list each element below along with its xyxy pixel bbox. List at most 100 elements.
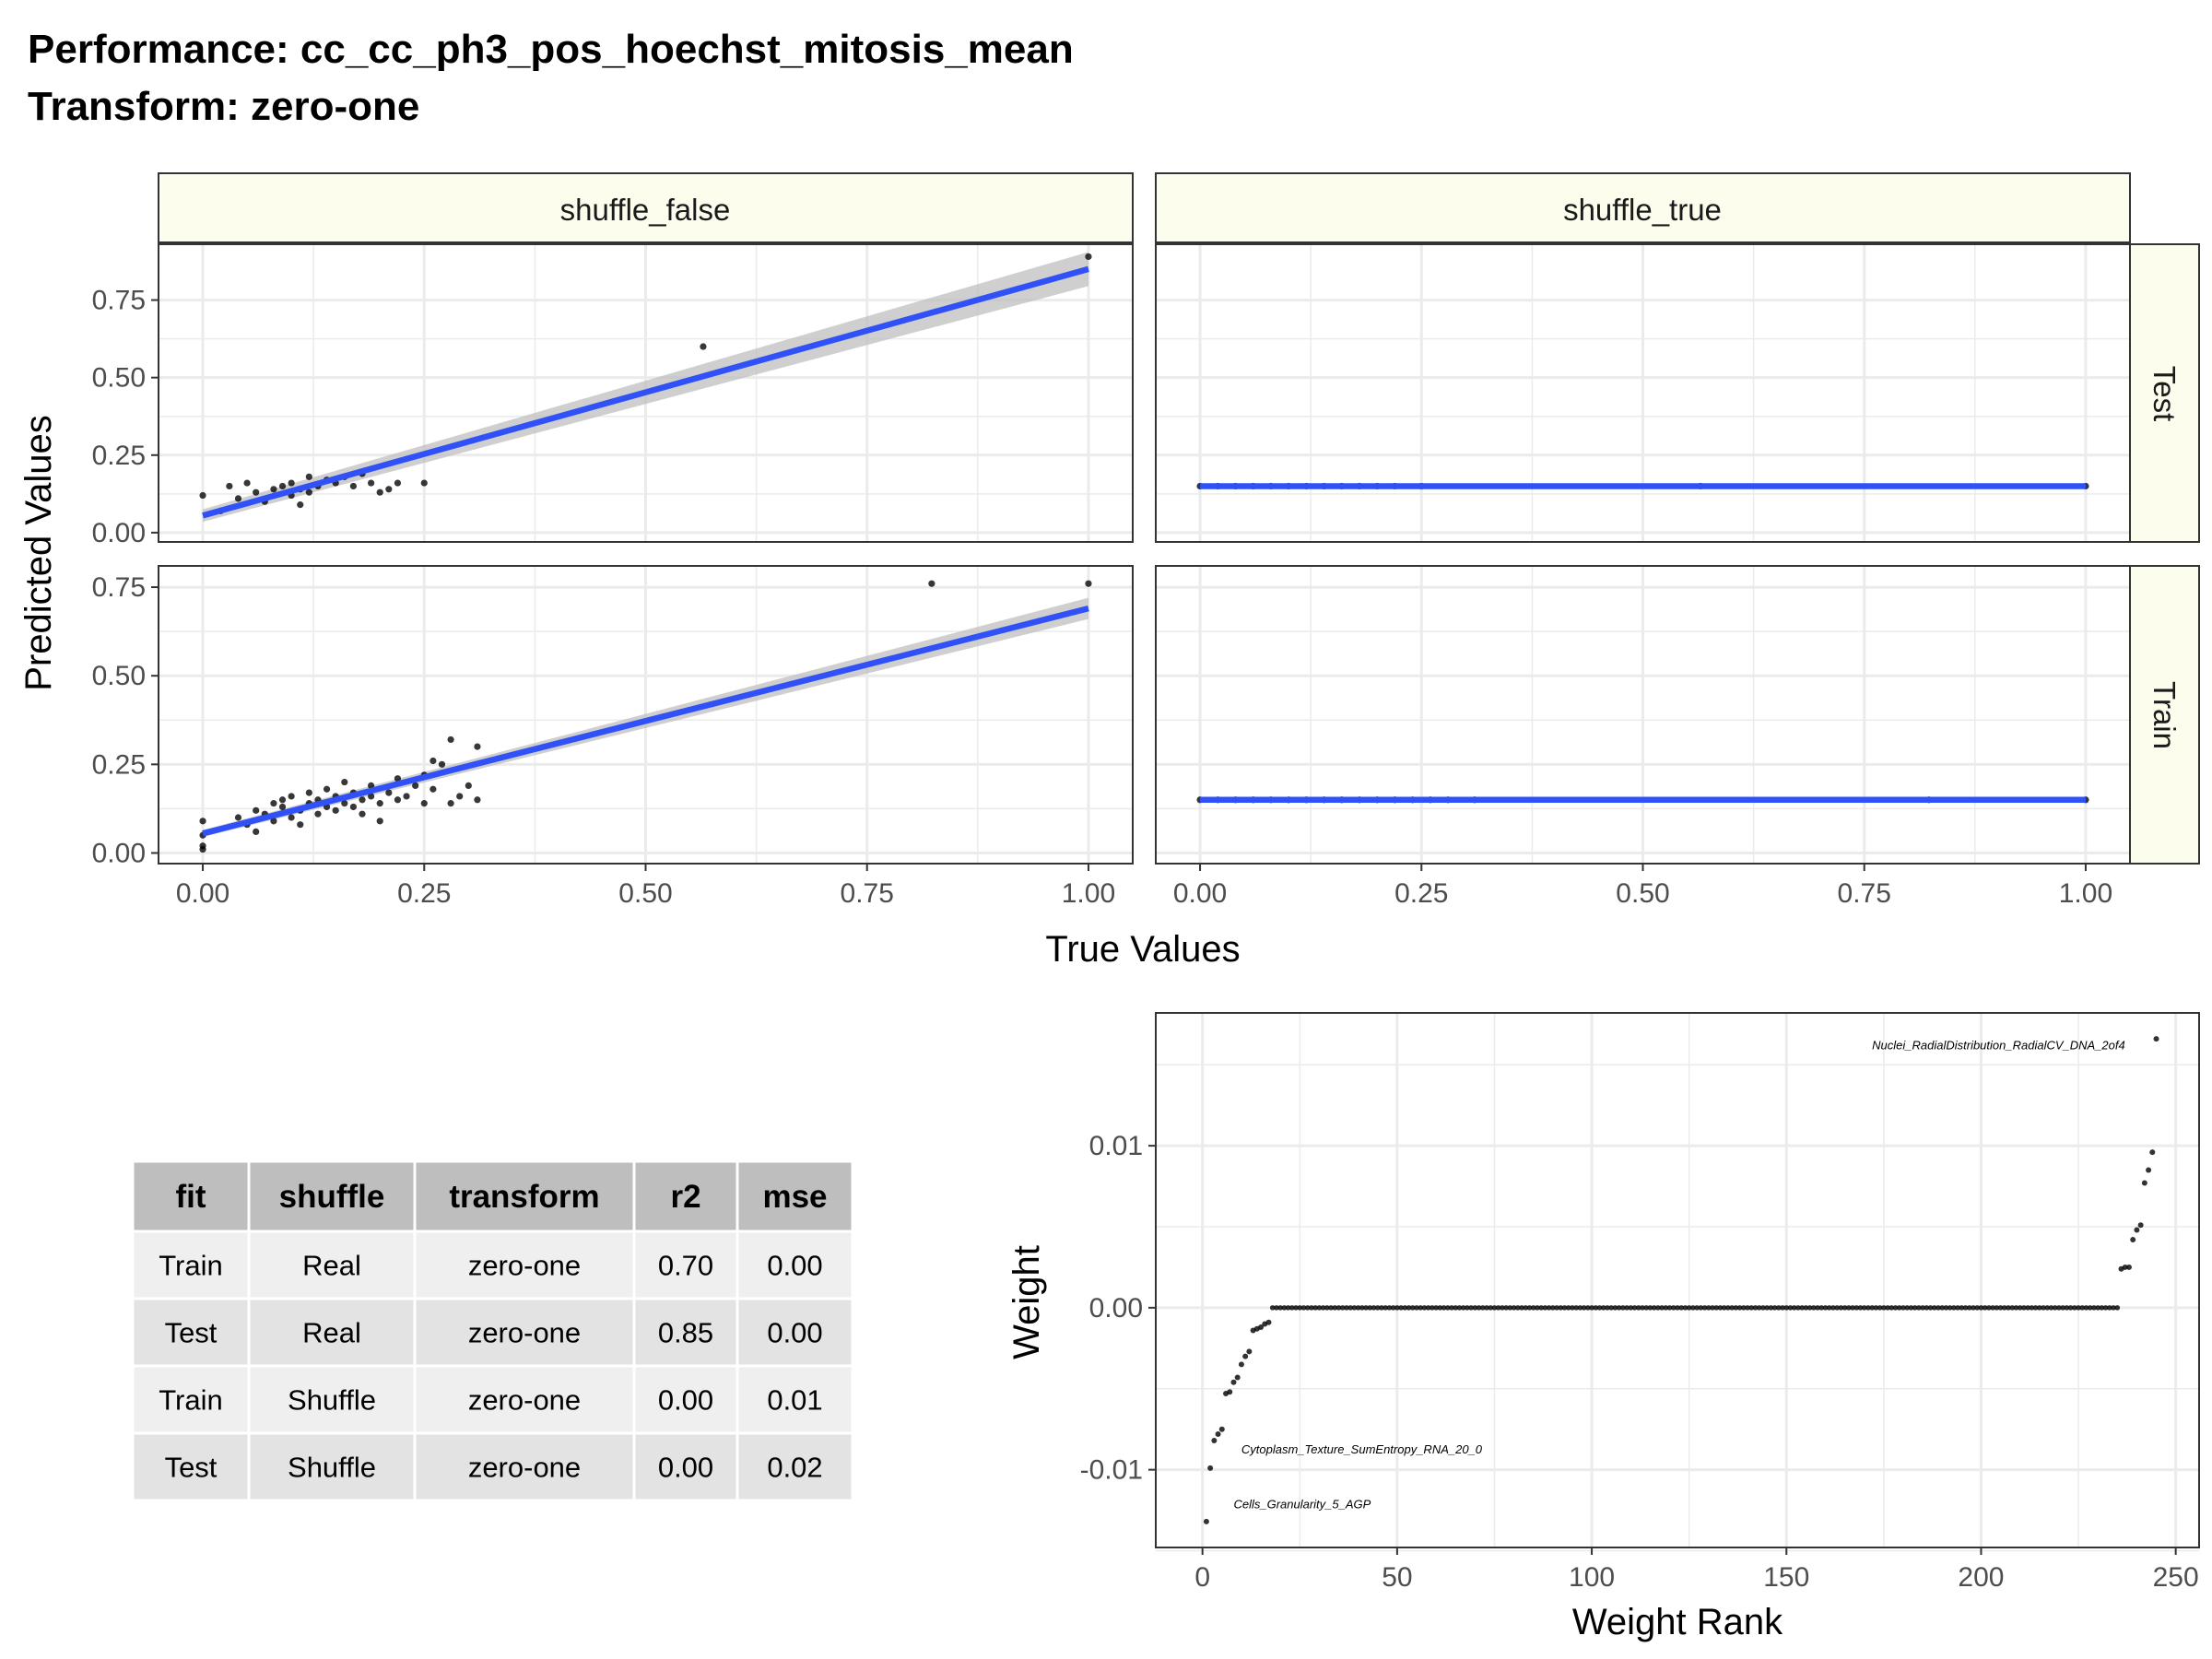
weight-point	[2076, 1305, 2081, 1311]
weight-point	[1771, 1305, 1778, 1311]
x-tick-label: 50	[1382, 1562, 1412, 1593]
data-point	[376, 818, 383, 825]
table-cell	[735, 1364, 854, 1435]
weight-point	[1690, 1305, 1696, 1311]
table-cell	[413, 1431, 636, 1502]
weight-point	[1701, 1305, 1708, 1311]
data-point	[447, 735, 454, 744]
data-point	[349, 803, 357, 811]
weight-point	[1635, 1305, 1641, 1311]
weight-point	[1433, 1305, 1439, 1311]
weight-point	[1382, 1305, 1389, 1311]
weight-point	[2153, 1036, 2159, 1042]
data-point	[359, 810, 366, 818]
weight-point	[1857, 1305, 1864, 1311]
weight-point	[1215, 1430, 1221, 1437]
weight-point	[2095, 1305, 2100, 1311]
weight-point	[1885, 1305, 1890, 1311]
weight-point	[1476, 1305, 1482, 1311]
weight-point	[1386, 1305, 1393, 1311]
weight-point	[1441, 1305, 1447, 1311]
table-cell	[413, 1364, 636, 1435]
data-point	[1085, 580, 1092, 587]
data-point	[447, 800, 454, 807]
table-cell-text: 0.00	[767, 1250, 822, 1282]
weight-point	[1558, 1305, 1564, 1311]
weight-point	[1453, 1305, 1459, 1311]
table-cell	[247, 1297, 417, 1368]
weight-point	[1736, 1305, 1743, 1311]
weight-point	[2002, 1305, 2007, 1311]
weight-point	[1931, 1305, 1937, 1311]
weight-point	[1491, 1305, 1498, 1311]
weight-point	[1218, 1426, 1225, 1432]
weight-point	[1312, 1305, 1318, 1311]
weight-point	[1924, 1305, 1930, 1311]
weight-point	[1406, 1305, 1412, 1311]
panel-weight-rank: Nuclei_RadialDistribution_RadialCV_DNA_2…	[1155, 1012, 2200, 1552]
y-tick-label: 0.00	[1089, 1293, 1143, 1324]
weight-point	[2102, 1305, 2109, 1311]
data-point	[288, 479, 295, 487]
weight-point	[1865, 1305, 1871, 1311]
data-point	[474, 743, 481, 750]
data-point	[438, 760, 446, 768]
y-axis-title-predicted-values: Predicted Values	[18, 415, 59, 690]
weight-point	[2134, 1227, 2140, 1233]
weight-point	[1936, 1305, 1941, 1311]
weight-point	[1316, 1305, 1323, 1311]
x-tick-label: 150	[1763, 1562, 1809, 1593]
weight-point	[2099, 1305, 2105, 1311]
weight-point	[2079, 1305, 2086, 1311]
data-point	[474, 796, 481, 804]
title-line-1: Performance: cc_cc_ph3_pos_hoechst_mitos…	[28, 27, 1074, 72]
weight-point	[2087, 1305, 2093, 1311]
weight-point	[2013, 1305, 2019, 1311]
weight-point	[1535, 1305, 1540, 1311]
data-point	[429, 785, 437, 793]
x-tick-label: 200	[1958, 1562, 2004, 1593]
weight-point	[1402, 1305, 1408, 1311]
weight-point	[1274, 1305, 1279, 1311]
data-point	[305, 488, 312, 496]
panel-border	[158, 243, 1134, 543]
weight-point	[1745, 1305, 1750, 1311]
y-tick-label: 0.01	[1089, 1131, 1143, 1161]
table-cell	[735, 1297, 854, 1368]
weight-point	[1920, 1305, 1925, 1311]
data-point	[323, 785, 331, 793]
weight-point	[1468, 1305, 1474, 1311]
table-header-shuffle: shuffle	[279, 1179, 385, 1215]
data-point	[928, 580, 935, 587]
weight-point	[1881, 1305, 1887, 1311]
weight-point	[1589, 1305, 1594, 1311]
y-tick-label: -0.01	[1080, 1455, 1143, 1486]
weight-point	[2122, 1264, 2128, 1270]
table-cell-text: 0.70	[658, 1250, 713, 1282]
weight-point	[1640, 1305, 1645, 1311]
weight-point	[1628, 1305, 1634, 1311]
weight-point	[1519, 1305, 1524, 1311]
table-cell-text: Shuffle	[288, 1384, 376, 1417]
weight-point	[1818, 1305, 1825, 1311]
data-point	[297, 821, 304, 829]
data-point	[376, 488, 383, 496]
weight-point	[1768, 1305, 1774, 1311]
weight-point	[1666, 1305, 1673, 1311]
weight-point	[1955, 1305, 1960, 1311]
weight-point	[1526, 1305, 1533, 1311]
weight-point	[1335, 1305, 1342, 1311]
weight-point	[1351, 1305, 1358, 1311]
strip-shuffle-false	[158, 172, 1134, 243]
data-point	[314, 810, 322, 818]
weight-point	[1799, 1305, 1805, 1311]
weight-point	[1565, 1305, 1571, 1311]
weight-point	[1523, 1305, 1529, 1311]
weight-point	[1994, 1305, 2000, 1311]
table-cell-text: Train	[159, 1250, 222, 1282]
data-point	[288, 814, 295, 821]
strip-shuffle-true	[1155, 172, 2131, 243]
table-cell-text: Shuffle	[288, 1452, 376, 1484]
table-cell-text: 0.01	[767, 1384, 822, 1417]
x-tick-label: 0.00	[176, 878, 229, 909]
